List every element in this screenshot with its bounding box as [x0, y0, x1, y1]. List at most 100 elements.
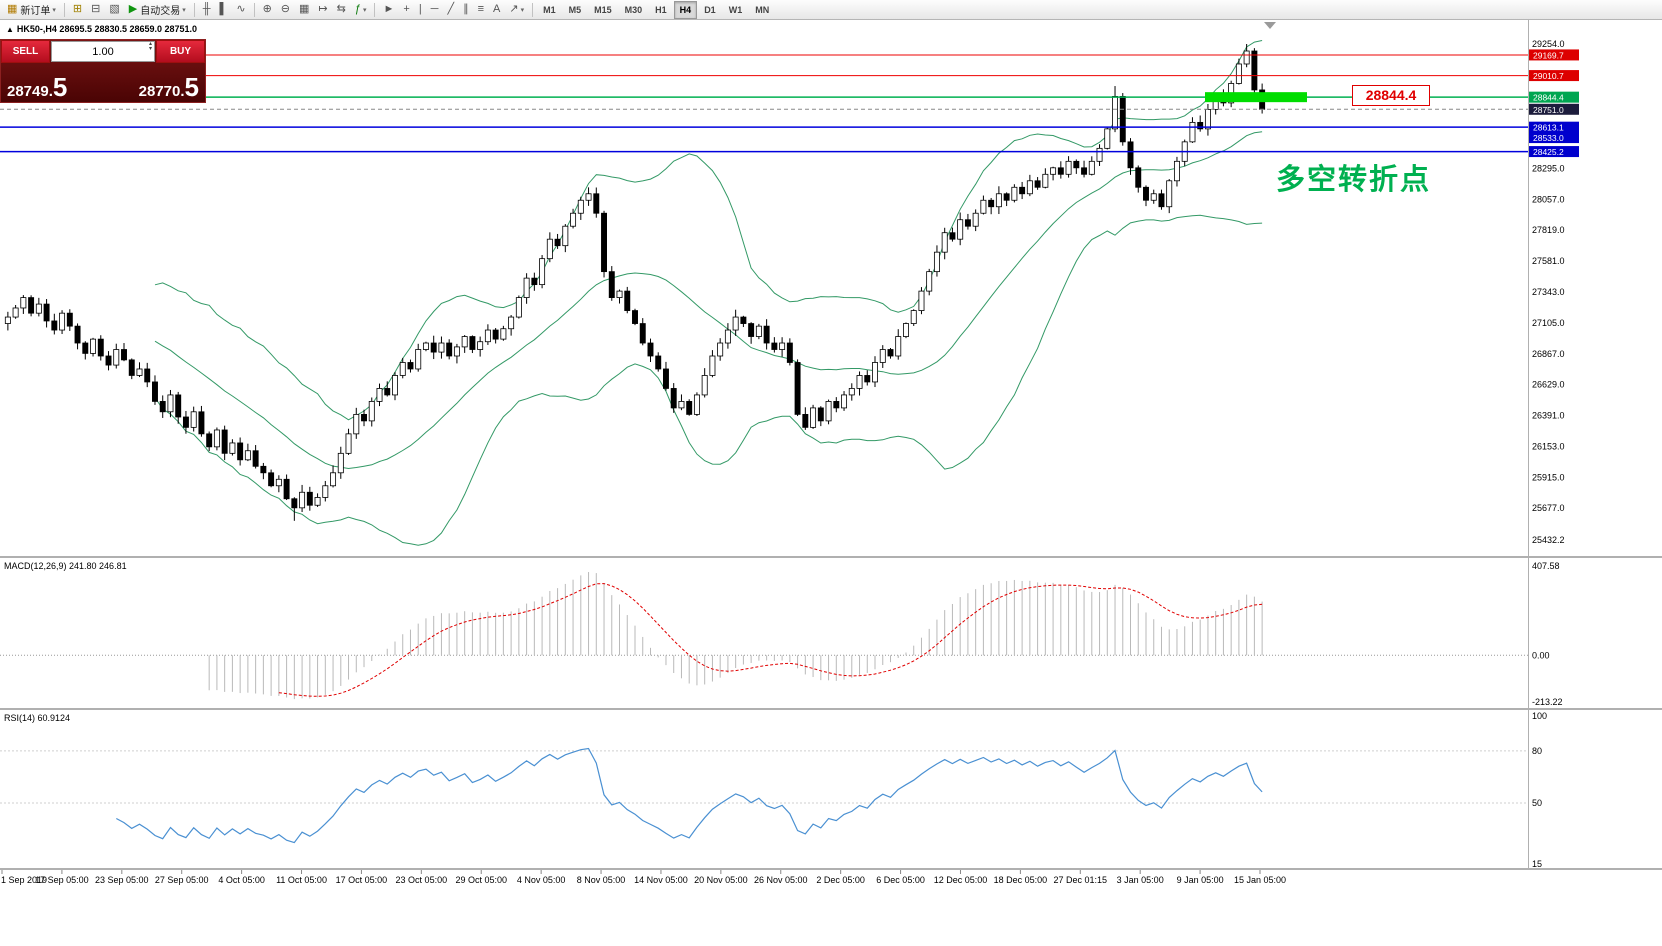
candle-body [469, 336, 476, 350]
spin-up-icon[interactable]: ▴ [148, 41, 152, 47]
new-order-button[interactable]: ▦ 新订单 ▾ [3, 0, 60, 20]
timeframe-m15-button[interactable]: M15 [594, 4, 612, 15]
zoom-in-icon[interactable]: ⊕ [259, 0, 276, 20]
timeframe-mn-button[interactable]: MN [755, 4, 770, 15]
fibonacci-icon: ≡ [477, 3, 485, 15]
candle-body [624, 290, 631, 311]
cursor-icon[interactable]: ► [379, 0, 398, 20]
candle-body [972, 212, 979, 227]
navigator-icon: ▧ [109, 3, 120, 15]
channel-icon: ∥ [463, 3, 469, 15]
volume-input[interactable]: 1.00 ▴ ▾ [51, 41, 155, 62]
chip-bg [1529, 70, 1579, 82]
spin-down-icon[interactable]: ▾ [148, 46, 152, 53]
candle-body [1189, 121, 1196, 143]
toolbar-separator [253, 2, 255, 17]
candle-body [523, 277, 530, 298]
tile-windows-icon[interactable]: ▦ [295, 0, 313, 20]
timeframe-m5-button[interactable]: M5 [568, 4, 582, 15]
candle-body [554, 238, 561, 247]
timeframe-w1-button[interactable]: W1 [728, 4, 743, 15]
candle-body [1050, 167, 1057, 175]
candle-body [949, 232, 956, 240]
price-axis-label: 27581.0 [1532, 256, 1565, 266]
data-window-icon[interactable]: ⊟ [87, 0, 104, 20]
candle-chart-icon[interactable]: ▌ [216, 0, 232, 20]
toolbar-separator [63, 2, 65, 17]
volume-spinner[interactable]: ▴ ▾ [148, 41, 152, 53]
rsi-axis-label: 15 [1532, 859, 1542, 869]
line-chart-icon[interactable]: ∿ [232, 0, 249, 20]
candle-body [910, 310, 917, 324]
chip-label: 29010.7 [1533, 71, 1564, 81]
text-icon[interactable]: A [489, 0, 504, 20]
timeframe-m1-button[interactable]: M1 [543, 4, 556, 15]
candle-body [701, 375, 708, 396]
price-axis-label: 25677.0 [1532, 503, 1565, 513]
timeframe-h4-button[interactable]: H4 [673, 0, 698, 19]
indicators-icon[interactable]: ƒ ▾ [351, 0, 371, 20]
chevron-down-icon[interactable]: ▾ [520, 6, 525, 14]
chevron-down-icon[interactable]: ▾ [182, 6, 186, 14]
candle-body [1143, 186, 1149, 201]
level-price-label[interactable]: 28844.4 [1352, 85, 1430, 106]
level-highlight-rect[interactable] [1205, 92, 1307, 103]
auto-scroll-icon[interactable]: ↦ [314, 0, 331, 20]
price-axis-chip[interactable]: 28751.0 [1529, 103, 1579, 115]
market-watch-icon[interactable]: ⊞ [69, 0, 86, 20]
fibonacci-icon[interactable]: ≡ [474, 0, 488, 20]
crosshair-icon[interactable]: + [399, 0, 413, 20]
candle-body [647, 342, 654, 357]
timeframe-d1-button[interactable]: D1 [704, 4, 716, 15]
candle-body [841, 394, 848, 409]
panel-separator [0, 868, 1662, 870]
arrows-icon[interactable]: ↗ ▾ [505, 0, 528, 20]
chart-shift-marker[interactable] [1264, 22, 1276, 29]
toolbar-separator [374, 2, 376, 17]
timeframe-h1-button[interactable]: H1 [655, 4, 667, 15]
horizontal-line-icon[interactable]: ─ [427, 0, 443, 20]
autotrade-button[interactable]: ▶ 自动交易 ▾ [125, 0, 190, 20]
candle-body [392, 375, 398, 396]
data-window-icon: ⊟ [91, 3, 101, 15]
time-axis-label: 23 Sep 05:00 [95, 875, 149, 885]
price-axis-chip[interactable]: 28425.2 [1529, 146, 1579, 158]
candle-body [82, 342, 89, 354]
price-axis-chip[interactable]: 28844.4 [1529, 91, 1579, 103]
candle-body [97, 338, 104, 357]
chevron-down-icon[interactable]: ▾ [52, 6, 56, 14]
candle-body [268, 472, 275, 487]
price-axis-chip[interactable]: 28613.1 [1529, 121, 1579, 133]
candle-body [879, 349, 886, 363]
chevron-down-icon[interactable]: ▾ [362, 6, 367, 14]
chart-shift-icon[interactable]: ⇆ [333, 0, 350, 20]
price-axis-chip[interactable]: 29169.7 [1529, 49, 1579, 61]
one-click-toggle-icon[interactable]: ▲ [6, 25, 14, 34]
timeframe-m30-button[interactable]: M30 [624, 4, 643, 15]
channel-icon[interactable]: ∥ [459, 0, 473, 20]
buy-button[interactable]: BUY [156, 40, 205, 63]
chip-label: 28425.2 [1533, 147, 1564, 157]
candle-body [593, 193, 600, 214]
candle-body [136, 368, 143, 376]
sell-button[interactable]: SELL [1, 40, 50, 63]
price-axis-chip[interactable]: 29010.7 [1529, 70, 1579, 82]
time-axis-label: 23 Oct 05:00 [396, 875, 448, 885]
chart-area[interactable]: 29254.0 28295.0 28057.0 27819.0 27581.0 27343… [0, 20, 1662, 946]
time-axis-label: 12 Dec 05:00 [934, 875, 988, 885]
candle-body [802, 413, 809, 428]
zoom-out-icon[interactable]: ⊖ [277, 0, 294, 20]
price-axis-chip[interactable]: 28533.0 [1529, 132, 1579, 144]
rsi-panel[interactable]: RSI(14) 60.9124 100 80 50 15 [0, 711, 1547, 869]
navigator-icon[interactable]: ▧ [105, 0, 123, 20]
vertical-line-icon[interactable]: | [415, 0, 426, 20]
candle-body [732, 316, 739, 331]
bar-chart-icon[interactable]: ╫ [199, 0, 215, 20]
candle-body [1073, 160, 1080, 169]
trendline-icon[interactable]: ╱ [443, 0, 458, 20]
candle-body [28, 297, 35, 314]
chip-bg [1529, 91, 1579, 103]
macd-panel[interactable]: MACD(12,26,9) 241.80 246.81 407.58 0.00 -21… [0, 561, 1563, 707]
candle-body [206, 433, 213, 448]
